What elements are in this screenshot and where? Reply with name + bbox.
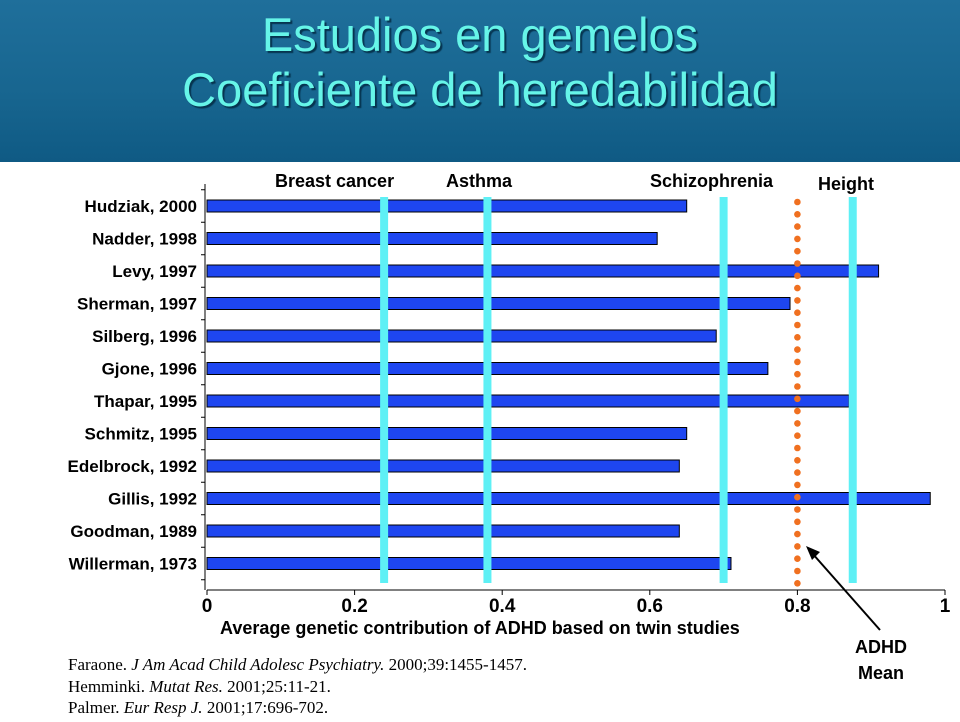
reference-label: Breast cancer	[275, 171, 394, 191]
x-tick-label: 0.8	[784, 596, 810, 617]
bar	[206, 459, 680, 473]
mean-line-dot	[794, 358, 801, 366]
bar	[206, 329, 717, 343]
reference-line	[848, 197, 857, 583]
category-label: Nadder, 1998	[92, 230, 197, 249]
mean-line-dot	[794, 567, 801, 575]
category-label: Hudziak, 2000	[85, 197, 197, 216]
x-axis-title: Average genetic contribution of ADHD bas…	[220, 618, 740, 638]
bar	[206, 524, 680, 538]
mean-line-dot	[794, 543, 801, 550]
mean-line-dot	[794, 383, 801, 390]
mean-line-dot	[794, 211, 801, 218]
reference-line	[483, 197, 492, 583]
mean-line-dot	[794, 272, 801, 280]
bar	[206, 394, 850, 408]
bar	[206, 427, 688, 440]
mean-line-dot	[794, 198, 801, 206]
mean-line-dot	[794, 309, 801, 316]
category-label: Edelbrock, 1992	[68, 457, 197, 476]
heritability-bar-chart: Hudziak, 2000 Nadder, 1998 Levy, 1997 Sherm…	[68, 171, 951, 683]
bar	[206, 232, 658, 245]
mean-line-dot	[794, 493, 801, 501]
mean-line-dot	[794, 444, 801, 452]
category-label: Levy, 1997	[112, 262, 197, 281]
mean-line-dot	[794, 297, 801, 304]
reference-item: Faraone. J Am Acad Child Adolesc Psychia…	[68, 655, 527, 674]
mean-label-line2: Mean	[858, 663, 904, 683]
mean-line-dot	[794, 407, 801, 415]
reference-label: Asthma	[446, 171, 513, 191]
mean-label-line1: ADHD	[855, 637, 907, 657]
bar	[206, 492, 931, 505]
mean-line-dot	[794, 247, 801, 255]
x-tick-label: 0	[202, 596, 213, 617]
bar	[206, 199, 688, 213]
reference-item: Hemminki. Mutat Res. 2001;25:11-21.	[68, 676, 331, 696]
x-tick-label: 0.2	[341, 596, 367, 617]
x-tick-label: 0.6	[637, 596, 663, 617]
reference-line	[719, 197, 728, 583]
mean-line-dot	[794, 321, 801, 329]
reference-label: Height	[818, 174, 874, 194]
bar	[206, 264, 880, 278]
mean-line-dot	[794, 481, 801, 489]
category-label: Gjone, 1996	[102, 360, 197, 379]
category-label: Thapar, 1995	[94, 392, 197, 411]
mean-line-dot	[794, 260, 801, 267]
mean-line-dot	[794, 223, 801, 230]
mean-arrow-head	[806, 546, 820, 560]
reference-line	[380, 197, 389, 583]
category-label: Schmitz, 1995	[85, 425, 197, 444]
mean-line-dot	[794, 420, 801, 427]
category-label: Willerman, 1973	[69, 555, 197, 574]
category-label: Silberg, 1996	[92, 327, 197, 346]
mean-line-dot	[794, 235, 801, 243]
category-label: Goodman, 1989	[70, 522, 197, 541]
mean-arrow-shaft	[811, 552, 881, 631]
mean-line-dot	[794, 469, 801, 476]
mean-line-dot	[794, 370, 801, 378]
bar	[206, 297, 791, 310]
mean-line-dot	[794, 432, 801, 440]
reference-item: Palmer. Eur Resp J. 2001;17:696-702.	[68, 698, 329, 717]
slide-title-line1: Estudios en gemelos	[261, 8, 699, 61]
mean-line-dot	[794, 555, 801, 562]
reference-label: Schizophrenia	[650, 171, 774, 191]
slide-header: Estudios en gemelos Coeficiente de hered…	[0, 0, 960, 162]
mean-line-dot	[794, 518, 801, 526]
x-tick-label: 1	[940, 596, 951, 617]
x-tick-label: 0.4	[489, 596, 516, 617]
mean-line-dot	[794, 530, 801, 538]
category-label: Gillis, 1992	[108, 490, 197, 509]
mean-line-dot	[794, 284, 801, 292]
mean-line-dot	[794, 580, 801, 587]
mean-line-dot	[794, 395, 801, 403]
mean-line-dot	[794, 334, 801, 341]
category-label: Sherman, 1997	[77, 295, 197, 314]
mean-line-dot	[794, 346, 801, 353]
references-list: Faraone. J Am Acad Child Adolesc Psychia…	[68, 654, 527, 719]
mean-line-dot	[794, 506, 801, 513]
slide-title-line2: Coeficiente de heredabilidad	[182, 63, 778, 116]
bar	[206, 557, 732, 570]
mean-line-dot	[794, 457, 801, 464]
